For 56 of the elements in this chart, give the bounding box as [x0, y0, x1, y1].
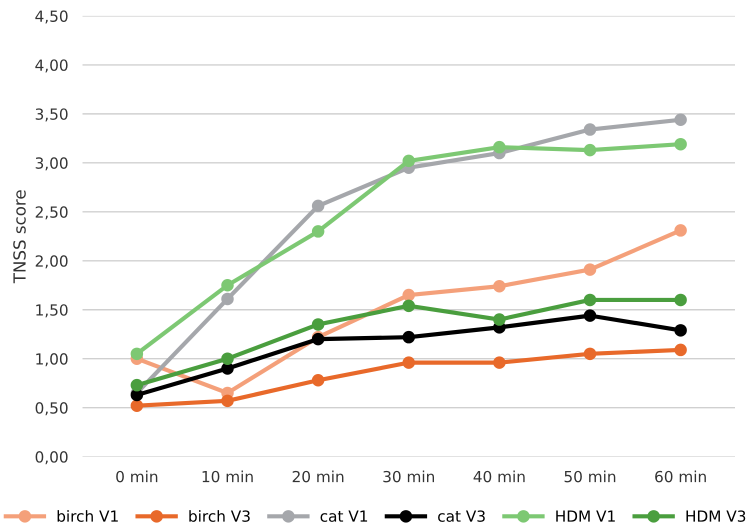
legend-label: birch V1 — [58, 510, 118, 522]
point — [674, 138, 687, 150]
point — [402, 330, 415, 344]
point — [584, 294, 596, 306]
point — [402, 288, 415, 302]
legend-label: birch V3 — [189, 510, 250, 522]
y-tick-label: 0,00 — [36, 451, 68, 464]
legend-label: cat V1 — [320, 510, 368, 522]
point — [130, 399, 144, 412]
legend-label: HDM V3 — [686, 510, 746, 522]
legend-label: cat V3 — [438, 510, 485, 522]
x-tick-label: 20 min — [292, 470, 344, 482]
point — [312, 225, 324, 238]
point — [584, 263, 596, 276]
y-tick-label: 0,50 — [36, 402, 68, 416]
legend-label: HDM V1 — [556, 510, 615, 522]
y-tick-label: 2,00 — [36, 255, 68, 268]
point — [221, 394, 234, 408]
y-axis-title: TNSS score — [13, 190, 26, 284]
point — [493, 313, 506, 326]
point — [584, 309, 596, 322]
x-tick-label: 30 min — [383, 470, 434, 482]
x-tick-label: 60 min — [655, 470, 706, 482]
point — [674, 324, 687, 337]
point — [584, 144, 596, 156]
point — [493, 280, 506, 292]
y-tick-label: 2,50 — [36, 206, 68, 220]
point — [674, 344, 687, 356]
point — [402, 154, 415, 168]
point — [312, 200, 324, 212]
point — [674, 113, 687, 126]
y-tick-label: 1,00 — [36, 353, 68, 366]
point — [674, 224, 687, 237]
point — [130, 378, 144, 392]
y-tick-label: 3,00 — [36, 157, 68, 170]
point — [221, 352, 234, 365]
point — [584, 123, 596, 136]
x-tick-label: 40 min — [474, 470, 525, 482]
point — [221, 292, 234, 306]
x-tick-label: 50 min — [564, 470, 616, 482]
point — [130, 348, 144, 360]
y-tick-label: 3,50 — [36, 108, 68, 122]
point — [493, 140, 506, 154]
point — [493, 356, 506, 369]
point — [312, 318, 324, 331]
x-tick-label: 10 min — [202, 470, 253, 482]
point — [584, 348, 596, 360]
y-tick-label: 1,50 — [36, 304, 68, 318]
point — [312, 374, 324, 387]
x-tick-label: 0 min — [116, 470, 158, 482]
point — [674, 294, 687, 306]
y-tick-label: 4,50 — [35, 10, 68, 24]
point — [221, 279, 234, 292]
point — [402, 356, 415, 369]
point — [402, 300, 415, 312]
y-tick-label: 4,00 — [35, 59, 68, 72]
